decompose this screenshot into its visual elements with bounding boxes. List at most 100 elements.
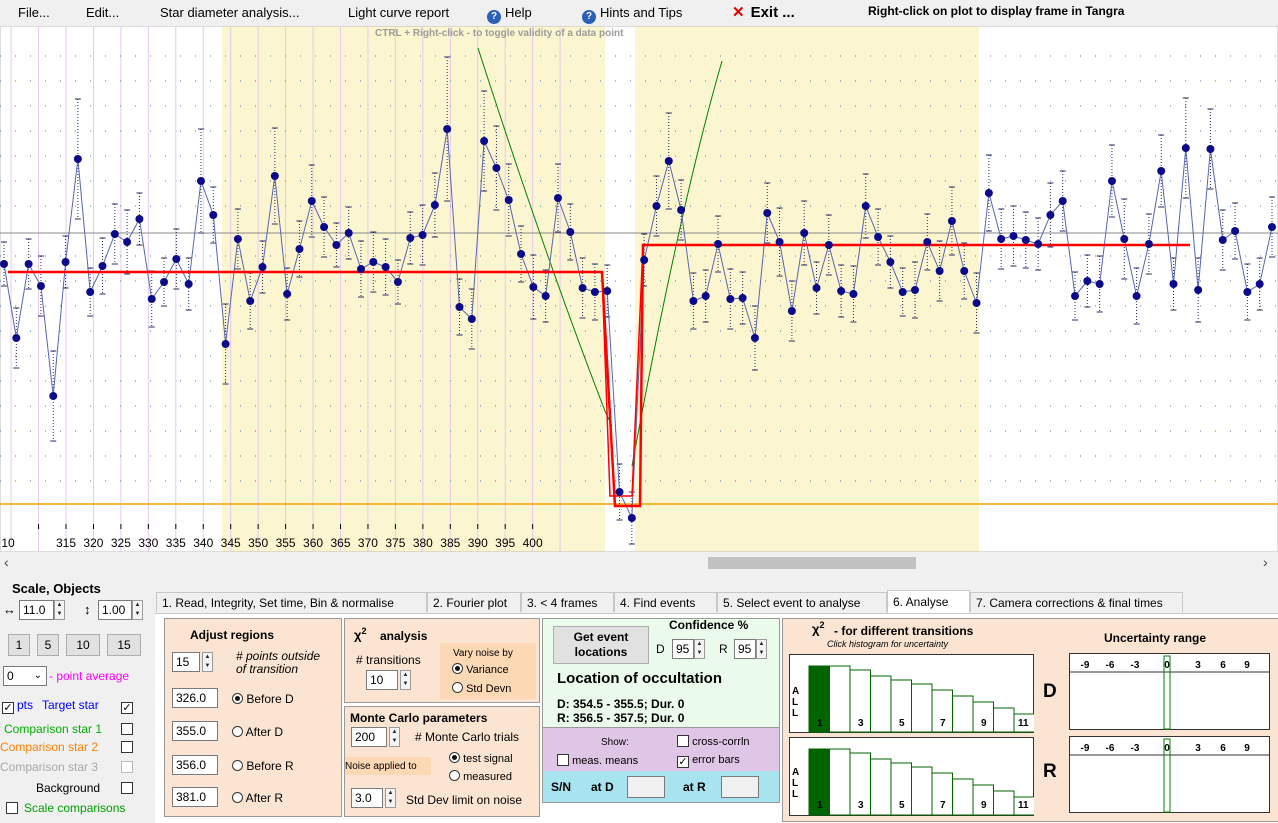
avg-1-button[interactable]: 1 bbox=[8, 634, 30, 656]
histogram-bar[interactable] bbox=[829, 748, 851, 816]
data-point[interactable] bbox=[135, 215, 144, 223]
data-point[interactable] bbox=[1218, 236, 1227, 244]
data-point[interactable] bbox=[1021, 236, 1030, 244]
d-histogram[interactable] bbox=[789, 654, 1034, 733]
histogram-bar[interactable] bbox=[870, 675, 892, 733]
data-point[interactable] bbox=[221, 340, 230, 348]
chevron-left-icon[interactable]: ‹ bbox=[4, 554, 9, 570]
data-point[interactable] bbox=[86, 288, 95, 296]
data-point[interactable] bbox=[430, 201, 439, 209]
data-point[interactable] bbox=[0, 260, 8, 268]
data-point[interactable] bbox=[1107, 177, 1116, 185]
data-point[interactable] bbox=[1243, 288, 1252, 296]
after-r-radio[interactable]: After R bbox=[232, 791, 283, 805]
tab-analyse[interactable]: 6. Analyse bbox=[887, 590, 970, 614]
data-point[interactable] bbox=[738, 294, 747, 302]
data-point[interactable] bbox=[1157, 167, 1166, 175]
data-point[interactable] bbox=[627, 514, 636, 522]
data-point[interactable] bbox=[997, 235, 1006, 243]
before-r-radio[interactable]: Before R bbox=[232, 759, 294, 773]
data-point[interactable] bbox=[480, 137, 489, 145]
histogram-bar[interactable] bbox=[1013, 796, 1034, 816]
y-scale-stepper[interactable]: ▲ ▼ bbox=[132, 600, 143, 620]
data-point[interactable] bbox=[529, 283, 538, 291]
cross-corr-checkbox[interactable]: cross-corrln bbox=[677, 735, 750, 748]
data-point[interactable] bbox=[418, 231, 427, 239]
data-point[interactable] bbox=[209, 211, 218, 219]
data-point[interactable] bbox=[1120, 235, 1129, 243]
before-d-input[interactable]: 326.0 bbox=[172, 688, 218, 708]
before-d-radio[interactable]: Before D bbox=[232, 692, 294, 706]
data-point[interactable] bbox=[455, 303, 464, 311]
histogram-bar[interactable] bbox=[1013, 713, 1034, 733]
data-point[interactable] bbox=[517, 250, 526, 258]
tab-camera-corrections[interactable]: 7. Camera corrections & final times bbox=[970, 592, 1183, 612]
comparison-star-2-checkbox[interactable] bbox=[121, 740, 133, 754]
data-point[interactable] bbox=[1268, 223, 1276, 231]
data-point[interactable] bbox=[603, 287, 612, 295]
data-point[interactable] bbox=[357, 265, 366, 273]
data-point[interactable] bbox=[1034, 240, 1043, 248]
data-point[interactable] bbox=[1255, 280, 1264, 288]
std-limit-input[interactable]: 3.0 bbox=[351, 788, 383, 808]
light-curve-svg[interactable]: 10 315 320 325 330 335 340 345 350 355 360 365 370 37… bbox=[0, 25, 1278, 553]
data-point[interactable] bbox=[196, 177, 205, 185]
data-point[interactable] bbox=[923, 238, 932, 246]
data-point[interactable] bbox=[812, 284, 821, 292]
data-point[interactable] bbox=[61, 258, 70, 266]
data-point[interactable] bbox=[504, 196, 513, 204]
data-point[interactable] bbox=[1071, 292, 1080, 300]
menu-help[interactable]: ? Help bbox=[487, 5, 532, 24]
data-point[interactable] bbox=[787, 307, 796, 315]
data-point[interactable] bbox=[344, 229, 353, 237]
tab-fourier[interactable]: 2. Fourier plot bbox=[427, 592, 521, 612]
std-limit-stepper[interactable]: ▲ ▼ bbox=[385, 788, 396, 808]
data-point[interactable] bbox=[837, 287, 846, 295]
data-point[interactable] bbox=[972, 299, 981, 307]
data-point[interactable] bbox=[566, 228, 575, 236]
data-point[interactable] bbox=[1083, 277, 1092, 285]
transitions-input[interactable]: 10 bbox=[366, 670, 398, 690]
error-bars-checkbox[interactable]: ✓ error bars bbox=[677, 754, 740, 768]
data-point[interactable] bbox=[123, 238, 132, 246]
confidence-r-stepper[interactable]: ▲ ▼ bbox=[756, 639, 767, 659]
data-point[interactable] bbox=[652, 202, 661, 210]
points-outside-input[interactable]: 15 bbox=[172, 652, 200, 672]
data-point[interactable] bbox=[775, 238, 784, 246]
trials-stepper[interactable]: ▲ ▼ bbox=[389, 727, 400, 747]
data-point[interactable] bbox=[184, 280, 193, 288]
data-point[interactable] bbox=[984, 189, 993, 197]
data-point[interactable] bbox=[1132, 292, 1141, 300]
data-point[interactable] bbox=[615, 488, 624, 496]
data-point[interactable] bbox=[1206, 145, 1215, 153]
data-point[interactable] bbox=[147, 295, 156, 303]
tab-select-event[interactable]: 5. Select event to analyse bbox=[717, 592, 887, 612]
data-point[interactable] bbox=[689, 297, 698, 305]
trials-input[interactable]: 200 bbox=[351, 727, 387, 747]
histogram-bar[interactable] bbox=[911, 766, 933, 816]
confidence-d-input[interactable]: 95 bbox=[672, 639, 694, 659]
data-point[interactable] bbox=[369, 258, 378, 266]
data-point[interactable] bbox=[590, 288, 599, 296]
light-curve-plot[interactable]: 10 315 320 325 330 335 340 345 350 355 360 365 370 37… bbox=[0, 25, 1278, 553]
histogram-bar[interactable] bbox=[829, 665, 851, 733]
test-signal-radio[interactable]: test signal bbox=[449, 752, 513, 765]
after-d-radio[interactable]: After D bbox=[232, 725, 283, 739]
y-scale-input[interactable]: 1.00 bbox=[98, 600, 132, 620]
data-point[interactable] bbox=[1058, 197, 1067, 205]
data-point[interactable] bbox=[270, 172, 279, 180]
data-point[interactable] bbox=[393, 278, 402, 286]
histogram-bar[interactable] bbox=[952, 778, 974, 816]
data-point[interactable] bbox=[73, 155, 82, 163]
data-point[interactable] bbox=[1046, 211, 1055, 219]
r-histogram-bars[interactable] bbox=[808, 748, 1034, 816]
data-points[interactable] bbox=[0, 125, 1276, 522]
menu-star-diameter[interactable]: Star diameter analysis... bbox=[160, 5, 300, 20]
tab-read[interactable]: 1. Read, Integrity, Set time, Bin & norm… bbox=[156, 592, 427, 612]
data-point[interactable] bbox=[763, 209, 772, 217]
data-point[interactable] bbox=[98, 262, 107, 270]
menu-light-curve[interactable]: Light curve report bbox=[348, 5, 450, 20]
r-histogram[interactable] bbox=[789, 737, 1034, 816]
data-point[interactable] bbox=[295, 245, 304, 253]
data-point[interactable] bbox=[24, 260, 33, 268]
